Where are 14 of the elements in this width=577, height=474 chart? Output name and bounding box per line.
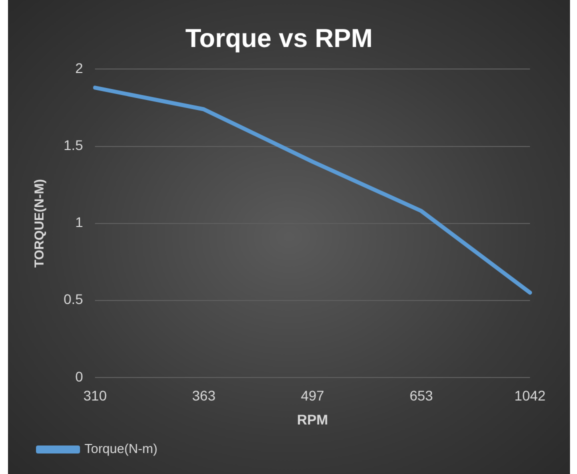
- y-axis-title: TORQUE(N-M): [31, 179, 46, 268]
- x-tick-label: 1042: [514, 388, 546, 404]
- x-tick-label: 497: [300, 388, 324, 404]
- chart-title: Torque vs RPM: [185, 22, 373, 53]
- legend-label: Torque(N-m): [84, 441, 158, 456]
- x-axis-title: RPM: [296, 411, 328, 428]
- x-tick-label: 653: [410, 388, 434, 404]
- y-tick-label: 1.5: [64, 137, 84, 154]
- y-tick-label: 0: [75, 368, 84, 384]
- y-tick-label: 2: [75, 60, 84, 76]
- y-tick-label: 0.5: [64, 291, 84, 308]
- x-tick-label: 363: [192, 388, 216, 404]
- x-tick-label: 310: [83, 388, 107, 404]
- y-tick-label: 1: [75, 214, 84, 230]
